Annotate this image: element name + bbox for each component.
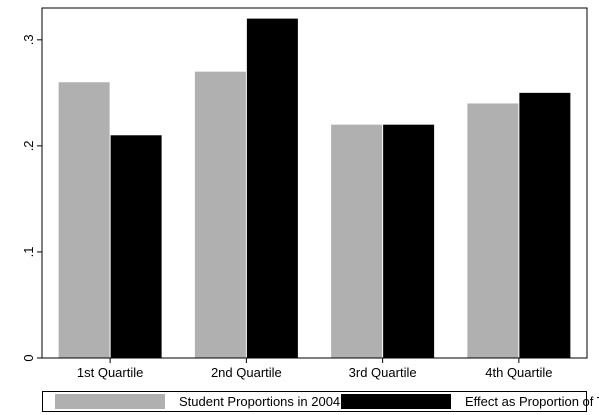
legend: Student Proportions in 2004 Effect as Pr…	[42, 391, 599, 412]
legend-label: Student Proportions in 2004	[179, 394, 341, 409]
x-axis: 1st Quartile 2nd Quartile 3rd Quartile 4th …	[77, 358, 552, 380]
bar-effect-proportion-3	[383, 124, 435, 359]
y-axis: 0 .1 .2 .3	[21, 34, 42, 362]
y-tick-label: .3	[21, 34, 36, 45]
plot-frame	[41, 7, 588, 359]
x-tick-label: 3rd Quartile	[349, 365, 417, 380]
bar-student-proportions-4	[467, 103, 519, 358]
bars-group	[58, 18, 571, 359]
bar-student-proportions-2	[194, 71, 246, 359]
legend-swatch-black	[341, 394, 451, 409]
y-tick-label: .1	[21, 247, 36, 258]
legend-swatch-gray	[55, 394, 165, 409]
y-tick-label: 0	[21, 354, 36, 361]
legend-label: Effect as Proportion of Total	[465, 394, 599, 409]
bar-effect-proportion-4	[519, 92, 571, 359]
x-tick-label: 2nd Quartile	[211, 365, 282, 380]
y-tick-label: .2	[21, 140, 36, 151]
bar-student-proportions-3	[331, 124, 383, 359]
x-tick-label: 4th Quartile	[485, 365, 552, 380]
bar-effect-proportion-1	[110, 135, 162, 358]
bar-student-proportions-1	[58, 82, 110, 358]
x-tick-label: 1st Quartile	[77, 365, 143, 380]
bar-effect-proportion-2	[246, 18, 298, 359]
